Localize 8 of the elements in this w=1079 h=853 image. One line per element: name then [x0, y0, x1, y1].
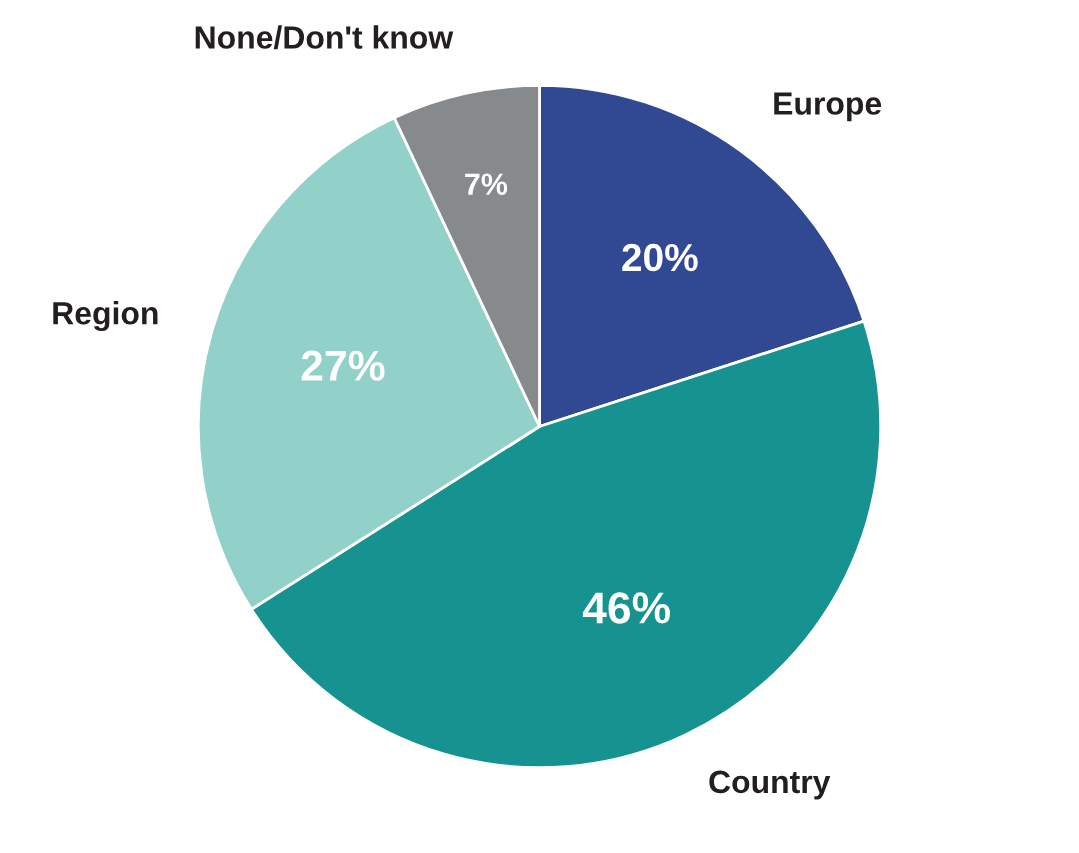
data-label: 7% [465, 173, 508, 195]
data-label: 20% [622, 243, 698, 272]
data-label: 27% [301, 350, 385, 381]
slice-label: None/Don't know [195, 25, 454, 50]
slice-label: Region [53, 301, 158, 332]
slice-label: Europe [774, 92, 882, 122]
slice-label: Country [709, 770, 831, 800]
data-label: 46% [582, 592, 670, 624]
